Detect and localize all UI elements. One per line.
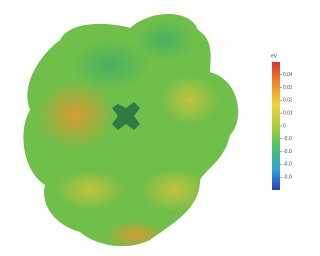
molecular-surface (23, 14, 238, 250)
tick-label: 0.02 (283, 98, 292, 104)
tick-label: 0.04 (283, 72, 292, 78)
tick-label: -0.03 (283, 162, 292, 168)
tick-label: -0.04 (283, 175, 292, 181)
colorbar (272, 62, 280, 190)
figure: eV 0.04 0.03 0.02 0.01 0 -0.01 -0.02 -0.03 -0.04 (0, 0, 292, 256)
tick-label: 0.01 (283, 111, 292, 117)
colorbar-label: eV (271, 53, 278, 59)
tick-label: -0.02 (283, 149, 292, 155)
tick-label: 0.03 (283, 85, 292, 91)
tick-label: 0 (283, 123, 286, 129)
tick-label: -0.01 (283, 136, 292, 142)
